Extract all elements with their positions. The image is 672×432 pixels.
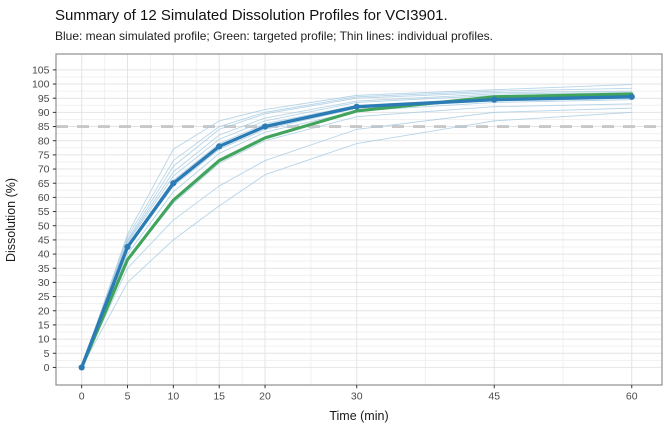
y-tick-label: 65 [38,178,50,190]
y-tick-label: 85 [38,121,50,133]
x-tick-label: 20 [259,391,271,403]
mean-profile-point [216,143,223,150]
individual-profile-line [81,93,632,368]
y-tick-label: 70 [38,164,50,176]
y-tick-label: 5 [44,348,50,360]
mean-profile-point [491,96,498,103]
mean-profile-point [261,123,269,130]
individual-profile-line [81,87,632,368]
y-tick-label: 105 [32,64,50,76]
x-tick-label: 60 [626,391,638,403]
panel-border [55,53,663,386]
mean-profile-point [124,243,131,251]
x-tick-label: 0 [79,391,85,403]
y-tick-label: 95 [38,93,50,105]
y-tick-label: 15 [38,319,50,331]
individual-profile-line [81,84,632,368]
y-tick-label: 50 [38,220,50,232]
target-profile-line [80,92,634,369]
mean-profile-point [78,364,85,371]
y-tick-label: 35 [38,263,50,275]
chart-plot-area: 0 5 10 15 20 30 45 60 0 5 10 15 20 25 30 35 40 45 50 55 60 65… [32,53,663,403]
chart-title: Summary of 12 Simulated Dissolution Prof… [55,7,448,24]
individual-profile-line [81,107,632,368]
chart-subtitle: Blue: mean simulated profile; Green: tar… [55,29,494,43]
y-tick-label: 40 [38,249,50,261]
individual-profile-line [81,92,632,368]
y-tick-label: 55 [38,206,50,218]
y-tick-label: 30 [38,277,50,289]
y-tick-label: 25 [38,291,50,303]
x-tick-label: 15 [213,391,225,403]
y-tick-label: 90 [38,107,50,119]
y-tick-label: 60 [38,192,50,204]
y-tick-label: 75 [38,149,50,161]
mean-profile-point [353,103,360,110]
x-tick-label: 45 [488,391,500,403]
x-tick-label: 10 [168,391,180,403]
individual-profile-line [81,90,632,368]
x-tick-label: 30 [351,391,363,403]
x-tick-label: 5 [125,391,131,403]
y-tick-label: 20 [38,305,50,317]
x-axis-title: Time (min) [329,409,388,423]
individual-profile-line [81,111,632,368]
y-tick-label: 45 [38,234,50,246]
y-tick-label: 0 [44,362,50,374]
y-tick-label: 10 [38,334,50,346]
y-tick-label: 100 [32,79,50,91]
y-axis-title: Dissolution (%) [4,178,18,262]
mean-profile-point [628,93,635,100]
individual-profile-line [81,99,632,368]
mean-profile-point [170,180,177,187]
mean-profile-line [80,95,634,370]
y-tick-label: 80 [38,135,50,147]
